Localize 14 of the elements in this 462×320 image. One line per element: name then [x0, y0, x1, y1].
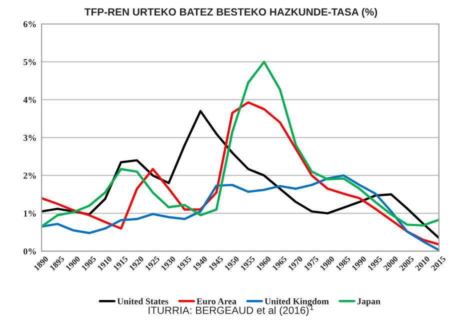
legend-label: Euro Area [196, 298, 236, 304]
y-tick-label: 1% [24, 210, 36, 217]
y-tick-label: 5% [24, 58, 36, 66]
y-tick-label: 4% [23, 96, 36, 103]
legend-label: United States [117, 298, 168, 304]
chart-title: TFP-REN URTEKO BATEZ BESTEKO HAZKUNDE-TASA (%) [84, 8, 378, 18]
legend-label: Japan [357, 298, 380, 306]
x-tick-label: 1940 [192, 256, 208, 271]
y-tick-label: 6% [23, 21, 36, 28]
legend-label: United Kingdom [264, 298, 329, 306]
y-tick-label: 2% [24, 172, 36, 179]
line-series [42, 60, 439, 228]
y-tick-label: 0% [24, 248, 36, 254]
y-tick-label: 3% [24, 134, 36, 141]
